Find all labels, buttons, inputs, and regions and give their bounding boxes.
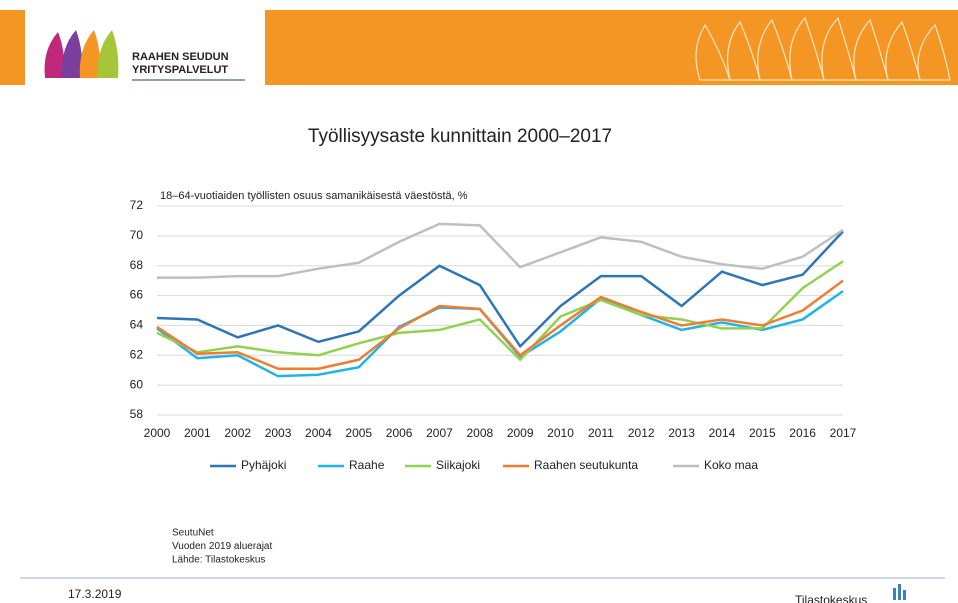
series-line <box>156 260 844 362</box>
y-tick-label: 58 <box>130 407 144 421</box>
x-tick-label: 2007 <box>426 426 453 440</box>
y-tick-label: 70 <box>130 228 144 242</box>
x-tick-label: 2014 <box>709 426 736 440</box>
x-tick-label: 2005 <box>345 426 372 440</box>
brand-icon <box>893 584 906 600</box>
x-tick-label: 2000 <box>144 426 171 440</box>
y-tick-label: 62 <box>130 347 144 361</box>
series-line <box>156 279 844 370</box>
x-tick-label: 2001 <box>184 426 211 440</box>
logo-sails <box>44 30 119 78</box>
series-line <box>157 222 844 279</box>
legend-label: Raahen seutukunta <box>534 458 638 472</box>
chart-subtitle: 18–64-vuotiaiden työllisten osuus samani… <box>160 190 468 202</box>
x-tick-label: 2002 <box>224 426 251 440</box>
x-tick-label: 2012 <box>628 426 655 440</box>
x-tick-label: 2016 <box>789 426 816 440</box>
legend-label: Koko maa <box>704 458 758 472</box>
x-tick-label: 2008 <box>466 426 493 440</box>
footer-brand: Tilastokeskus <box>795 593 867 603</box>
source-notes: SeutuNet Vuoden 2019 aluerajat Lähde: Tila… <box>172 528 272 566</box>
source-line: Vuoden 2019 aluerajat <box>172 541 272 552</box>
logo-text: RAAHEN SEUDUN <box>132 51 229 63</box>
x-tick-label: 2015 <box>749 426 776 440</box>
x-tick-label: 2004 <box>305 426 332 440</box>
y-tick-label: 60 <box>130 377 144 391</box>
y-tick-label: 68 <box>130 258 144 272</box>
legend-label: Siikajoki <box>436 458 480 472</box>
y-tick-label: 66 <box>130 288 144 302</box>
footer-date: 17.3.2019 <box>68 587 122 601</box>
legend-label: Raahe <box>349 458 385 472</box>
series-line <box>156 230 844 348</box>
x-tick-label: 2006 <box>386 426 413 440</box>
x-tick-label: 2013 <box>668 426 695 440</box>
chart-title: Työllisyysaste kunnittain 2000–2017 <box>308 126 612 147</box>
header-sails <box>695 16 951 81</box>
x-tick-label: 2017 <box>830 426 857 440</box>
y-tick-label: 72 <box>130 198 144 212</box>
x-tick-label: 2010 <box>547 426 574 440</box>
x-tick-label: 2011 <box>588 426 614 440</box>
x-tick-label: 2009 <box>507 426 534 440</box>
x-tick-label: 2003 <box>265 426 292 440</box>
y-tick-label: 64 <box>130 318 144 332</box>
source-line: SeutuNet <box>172 528 214 539</box>
legend-label: Pyhäjoki <box>241 458 286 472</box>
logo-text: YRITYSPALVELUT <box>132 64 228 76</box>
source-line: Lähde: Tilastokeskus <box>172 555 265 566</box>
